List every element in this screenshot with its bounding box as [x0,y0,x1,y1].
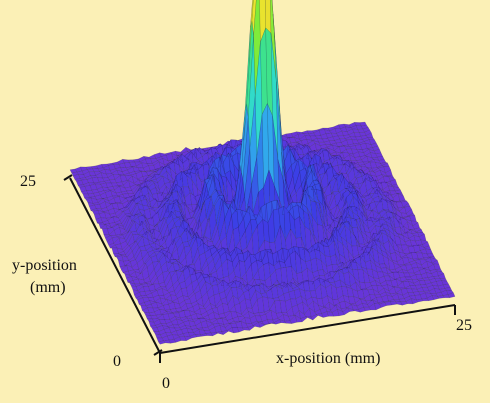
surface-mesh [69,0,456,345]
x-axis-line [159,304,456,354]
x-tick-label-0: 0 [162,375,170,392]
y-tick-0 [153,349,163,356]
surface-cell [251,0,257,36]
y-axis-line [69,177,161,354]
surface-cell [447,292,456,298]
surface-cell [250,0,254,27]
x-tick-label-25: 25 [456,317,472,334]
y-axis-label-line2: (mm) [30,279,66,296]
x-axis-label: x-position (mm) [276,350,380,367]
y-tick-25 [63,174,73,181]
y-axis-label-line1: y-position [12,257,77,274]
y-tick-label-0: 0 [113,353,121,370]
y-tick-label-25: 25 [20,173,36,190]
